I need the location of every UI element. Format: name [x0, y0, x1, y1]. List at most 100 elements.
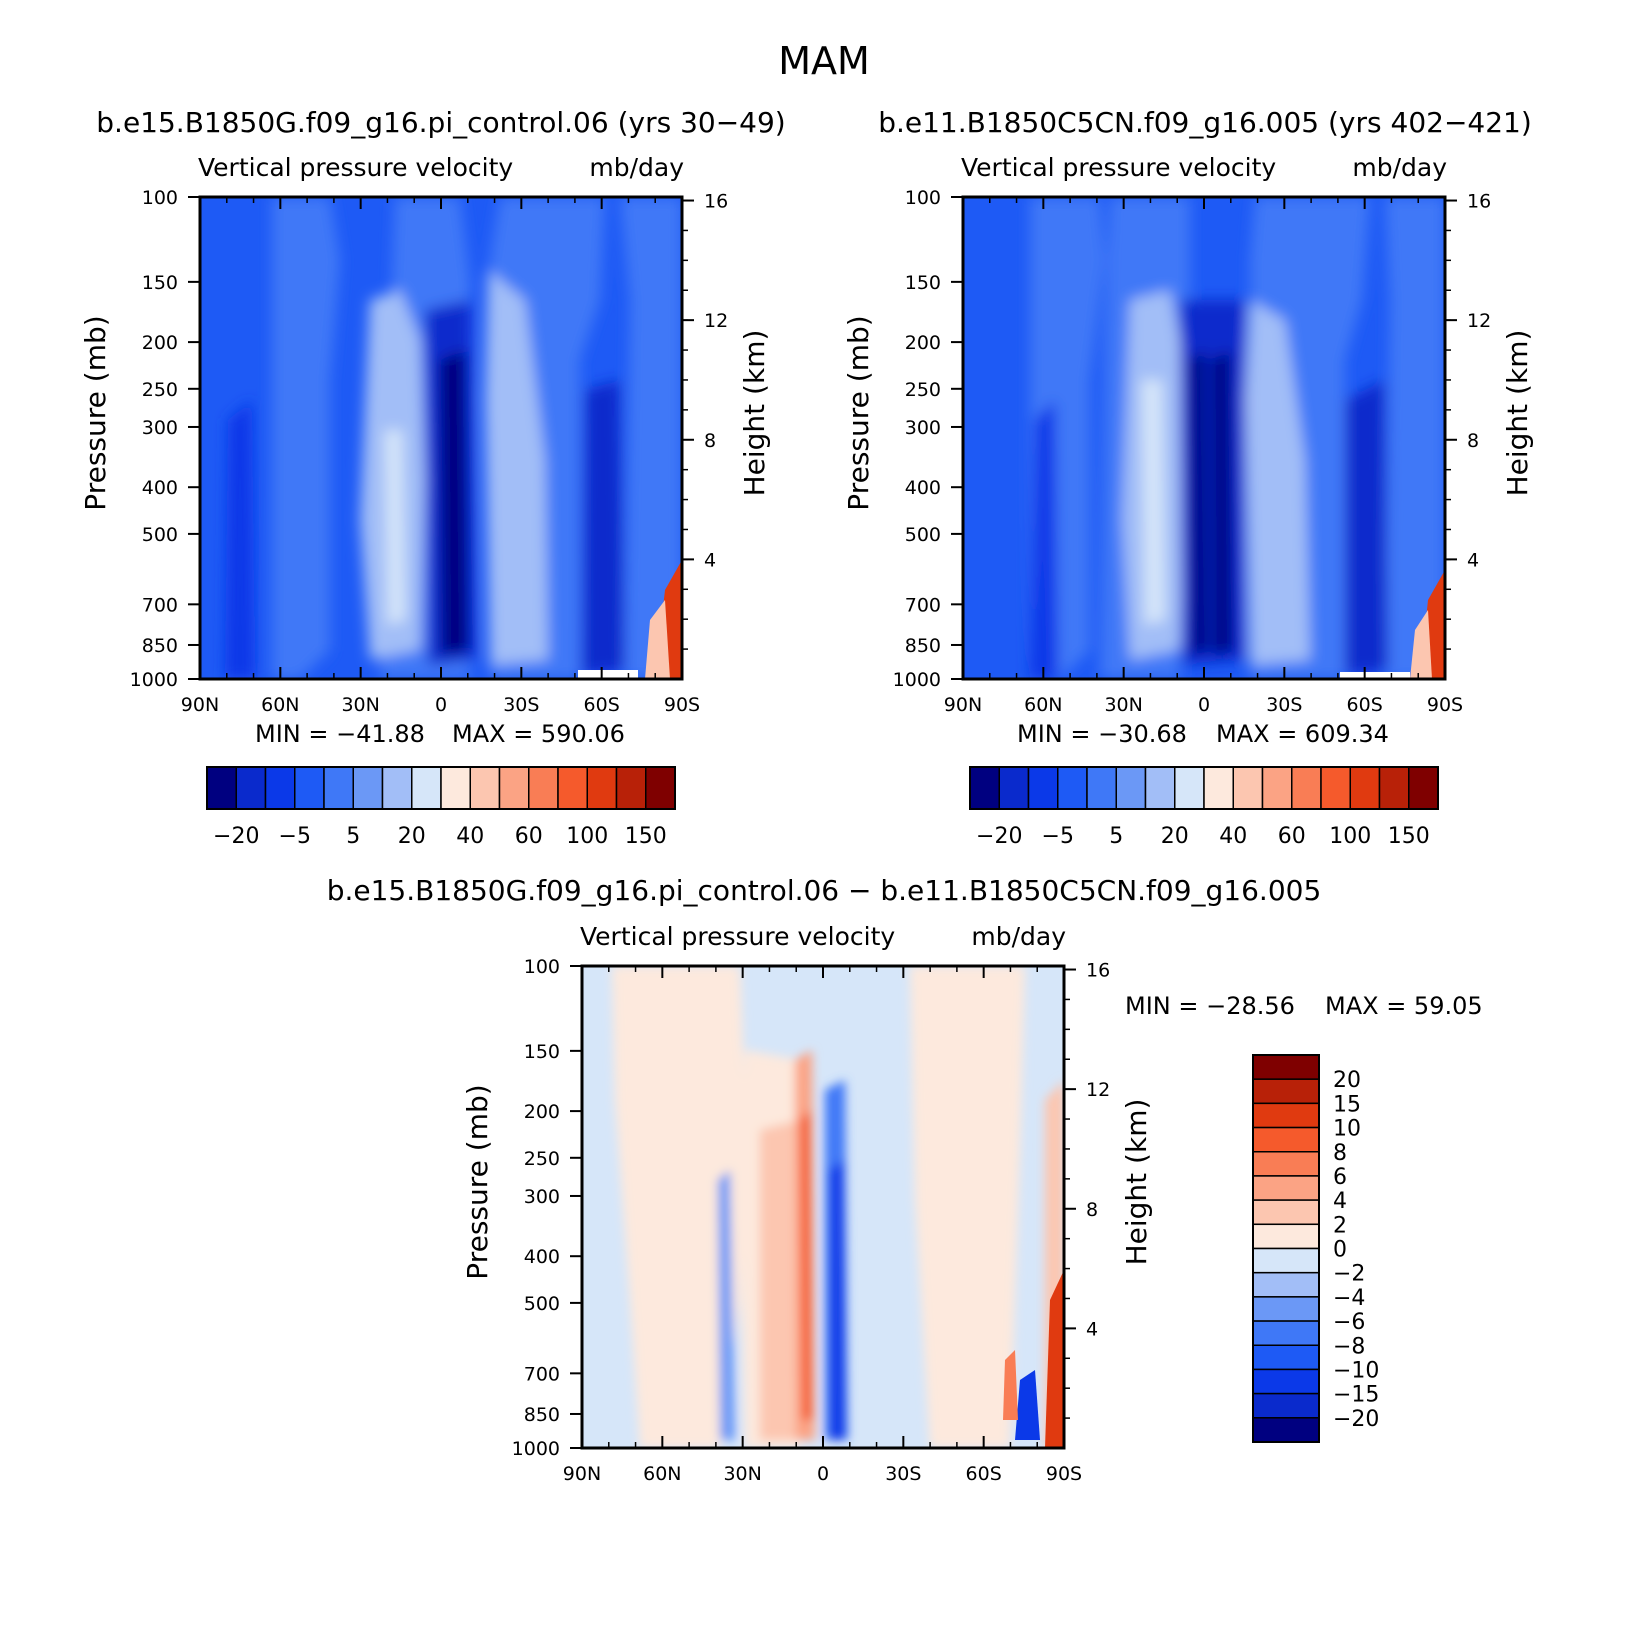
y-right-tick-label: 12: [704, 310, 728, 332]
colorbar-swatch: [1408, 766, 1439, 810]
y-tick-label: 200: [905, 332, 941, 354]
x-tick-label: 60N: [1024, 694, 1062, 716]
band-equator-core-left: [1190, 350, 1208, 655]
colorbar-label: 100: [566, 824, 608, 849]
colorbar-swatch: [1027, 766, 1059, 810]
band-nh-dark: [1030, 400, 1058, 679]
band-midlat-right-light: [1385, 197, 1445, 679]
x-tick-label: 60S: [1347, 694, 1383, 716]
x-tick-label: 30S: [503, 694, 539, 716]
y-axis-title: Pressure (mb): [461, 1084, 494, 1279]
colorbar-label: −6: [1333, 1310, 1365, 1335]
y-tick-label: 850: [142, 635, 178, 657]
colorbar-swatch: [528, 766, 559, 810]
x-tick-label: 30N: [341, 694, 379, 716]
y-axis-title: Pressure (mb): [79, 315, 112, 510]
y-tick-label: 300: [142, 417, 178, 439]
colorbar-label: −20: [213, 824, 259, 849]
band-subtropic-positive-2: [760, 1120, 805, 1440]
x-tick-label: 60S: [584, 694, 620, 716]
colorbar-swatch: [1174, 766, 1205, 810]
x-tick-label: 30S: [885, 1463, 921, 1485]
band-equator-core: [440, 350, 468, 655]
y-tick-label: 400: [524, 1246, 560, 1268]
axes: 90N 60N 30N 0 30S 60S 90S 100 150 200 250 300 400 500…: [842, 187, 1534, 716]
colorbar-swatch: [1252, 1054, 1320, 1080]
polar-positive-pale: [645, 600, 670, 679]
y-tick-label: 850: [524, 1404, 560, 1426]
band-midlat-right-light: [620, 197, 682, 679]
colorbar-swatch: [1252, 1151, 1320, 1177]
colorbar-swatch: [1261, 766, 1293, 810]
colorbar-label: −4: [1333, 1286, 1365, 1311]
surface-mask: [1340, 672, 1410, 679]
panel-subtitle-right: mb/day: [971, 922, 1066, 951]
colorbar-frame: [969, 766, 1439, 810]
x-tick-label: 0: [435, 694, 447, 716]
band-equator-positive-core: [800, 1110, 812, 1420]
max-value: MAX = 609.34: [1216, 720, 1389, 748]
colorbar-swatch: [1252, 1296, 1320, 1322]
band-sh-pale: [1245, 300, 1310, 665]
colorbar-swatch: [381, 766, 413, 810]
y-tick-label: 150: [524, 1041, 560, 1063]
band-sh-positive: [910, 966, 1025, 1448]
colorbar-swatch: [1232, 766, 1264, 810]
y-tick-label: 300: [524, 1186, 560, 1208]
band-nh-light: [272, 197, 340, 679]
colorbar-swatch: [1252, 1368, 1320, 1395]
colorbar-label: −10: [1333, 1358, 1379, 1383]
y-tick-label: 300: [905, 417, 941, 439]
colorbar-swatch: [1203, 766, 1234, 810]
colorbar-swatch: [1252, 1247, 1320, 1274]
colorbar: −20 −5 5 20 40 60 100 150: [206, 766, 676, 849]
y-tick-label: 200: [524, 1101, 560, 1123]
y-tick-label: 400: [905, 477, 941, 499]
y-tick-label: 100: [905, 187, 941, 209]
plot-area: [582, 966, 1064, 1448]
y-right-tick-label: 12: [1086, 1079, 1110, 1101]
colorbar-swatch: [1252, 1175, 1320, 1201]
colorbar-swatch: [440, 766, 471, 810]
y-right-tick-label: 8: [1467, 430, 1479, 452]
y-tick-label: 250: [905, 379, 941, 401]
y-tick-label: 1000: [512, 1438, 560, 1460]
panel-title: b.e15.B1850G.f09_g16.pi_control.06 − b.e…: [327, 874, 1322, 907]
colorbar-swatch: [1252, 1223, 1320, 1250]
panel-subtitle-right: mb/day: [589, 153, 684, 182]
panel-subtitle-left: Vertical pressure velocity: [961, 153, 1276, 182]
y-tick-label: 150: [142, 272, 178, 294]
colorbar-swatch: [557, 766, 588, 810]
max-value: MAX = 59.05: [1325, 992, 1483, 1020]
colorbar-label: −5: [1042, 824, 1074, 849]
panel-subtitle-left: Vertical pressure velocity: [580, 922, 895, 951]
colorbar-frame: [206, 766, 676, 810]
band-equator-dark: [1180, 300, 1245, 665]
colorbar-swatch: [411, 766, 442, 810]
y-right-tick-label: 12: [1467, 310, 1491, 332]
y-right-tick-label: 4: [1086, 1318, 1098, 1340]
y-tick-label: 400: [142, 477, 178, 499]
colorbar-label: 4: [1333, 1189, 1347, 1214]
panel-title: b.e11.B1850C5CN.f09_g16.005 (yrs 402−421…: [878, 106, 1532, 139]
x-tick-label: 30N: [723, 1463, 761, 1485]
band-nh-dark: [225, 400, 255, 679]
band-subtropic-core: [385, 430, 405, 625]
y-tick-label: 150: [905, 272, 941, 294]
polar-positive-small: [1003, 1350, 1018, 1420]
band-60s-dark: [582, 380, 625, 675]
y-tick-label: 500: [905, 524, 941, 546]
polar-positive-strong: [1045, 1270, 1064, 1448]
x-tick-label: 90S: [664, 694, 700, 716]
y-tick-label: 250: [524, 1148, 560, 1170]
colorbar-swatch: [352, 766, 384, 810]
x-tick-label: 30N: [1104, 694, 1142, 716]
colorbar-label: 150: [1388, 824, 1430, 849]
figure-title: MAM: [778, 39, 870, 83]
y-tick-label: 500: [524, 1293, 560, 1315]
min-value: MIN = −28.56: [1125, 992, 1295, 1020]
colorbar-label: 5: [1109, 824, 1123, 849]
colorbar-swatch: [206, 766, 237, 810]
colorbar: −20 −5 5 20 40 60 100 150: [969, 766, 1439, 849]
